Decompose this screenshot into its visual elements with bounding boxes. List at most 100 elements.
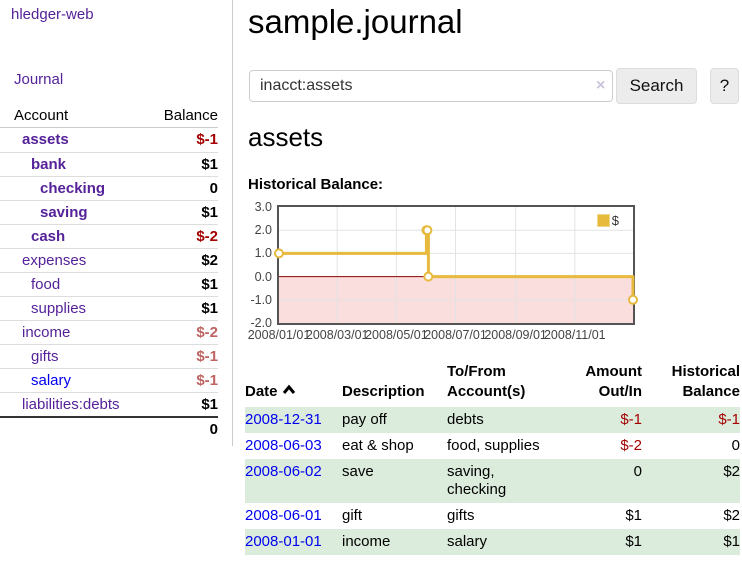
main-content: sample.journal × Search ? assets Histori… — [245, 0, 742, 582]
account-balance: $1 — [201, 300, 218, 317]
account-balance: $1 — [201, 204, 218, 221]
account-link-expenses[interactable]: expenses — [22, 252, 87, 269]
search-button[interactable]: Search — [616, 68, 697, 104]
account-link-gifts[interactable]: gifts — [31, 348, 59, 365]
account-heading: assets — [248, 122, 324, 152]
transaction-date-link[interactable]: 2008-06-01 — [245, 507, 322, 524]
account-link-cash[interactable]: cash — [31, 228, 66, 245]
account-balance: $-2 — [196, 228, 218, 245]
account-link-assets[interactable]: assets — [22, 131, 69, 148]
account-link-liabilities-debts[interactable]: liabilities:debts — [22, 396, 120, 413]
transaction-amount: $-1 — [620, 411, 642, 428]
account-balance-table: Account Balance assets $-1 bank $1 checking 0… — [0, 104, 218, 440]
account-table-body: assets $-1 bank $1 checking 0 saving $1 cash $-2 e… — [0, 128, 218, 416]
transaction-row: 2008-06-01 gift gifts $1 $2 — [245, 503, 740, 529]
account-total-value: 0 — [209, 421, 218, 438]
account-row: expenses $2 — [0, 248, 218, 272]
search-bar: × Search ? — [248, 68, 742, 104]
transaction-amount: $1 — [625, 533, 642, 550]
transaction-date-link[interactable]: 2008-01-01 — [245, 533, 322, 550]
register-table: Date Description To/From Account(s) Amount … — [245, 360, 740, 555]
chart-y-axis: 3.0 2.0 1.0 0.0 -1.0 -2.0 — [238, 200, 272, 330]
app-title-link[interactable]: hledger-web — [11, 6, 94, 23]
transaction-description: pay off — [342, 411, 387, 428]
account-link-checking[interactable]: checking — [40, 180, 106, 197]
x-tick-label: 2008/03/01 — [305, 328, 369, 342]
account-link-food[interactable]: food — [31, 276, 61, 293]
account-balance: $1 — [201, 156, 218, 173]
account-row: food $1 — [0, 272, 218, 296]
sidebar: hledger-web Journal Account Balance asse… — [0, 0, 233, 446]
chart-legend: $ — [596, 213, 619, 228]
sort-asc-icon — [282, 384, 295, 394]
chart-title: Historical Balance: — [248, 176, 384, 193]
account-row: cash $-2 — [0, 224, 218, 248]
transaction-amount: $1 — [625, 507, 642, 524]
register-column-header: Date — [245, 360, 342, 407]
y-tick-label: 1.0 — [254, 246, 272, 261]
register-column-header: Description — [342, 383, 425, 400]
account-balance: $-1 — [196, 348, 218, 365]
transaction-row: 2008-06-03 eat & shop food, supplies $-2 0 — [245, 433, 740, 459]
transaction-date-link[interactable]: 2008-06-03 — [245, 437, 322, 454]
account-balance: $-1 — [196, 131, 218, 148]
account-balance: $2 — [201, 252, 218, 269]
transaction-balance: 0 — [731, 437, 740, 454]
account-balance: $-1 — [196, 372, 218, 389]
account-row: income $-2 — [0, 320, 218, 344]
y-tick-label: 2.0 — [254, 223, 272, 238]
transaction-description: eat & shop — [342, 437, 414, 454]
account-balance: $1 — [201, 396, 218, 413]
legend-swatch-icon — [596, 214, 610, 227]
x-tick-label: 2008/11/01 — [543, 328, 606, 342]
clear-search-icon[interactable]: × — [596, 77, 606, 94]
transaction-amount: 0 — [633, 463, 642, 480]
y-tick-label: -2.0 — [250, 316, 272, 330]
account-balance: $-2 — [196, 324, 218, 341]
transaction-accounts: saving, checking — [447, 463, 507, 498]
account-link-saving[interactable]: saving — [40, 204, 88, 221]
account-row: saving $1 — [0, 200, 218, 224]
transaction-amount: $-2 — [620, 437, 642, 454]
transaction-description: income — [342, 533, 391, 550]
register-column-header: Historical Balance — [671, 363, 740, 400]
account-row: gifts $-1 — [0, 344, 218, 368]
account-balance: 0 — [209, 180, 218, 197]
transaction-balance: $2 — [723, 463, 740, 480]
register-column-header: Amount Out/In — [585, 363, 642, 400]
account-row: supplies $1 — [0, 296, 218, 320]
legend-label: $ — [611, 213, 619, 228]
account-row: liabilities:debts $1 — [0, 392, 218, 416]
account-row: bank $1 — [0, 152, 218, 176]
transaction-balance: $2 — [723, 507, 740, 524]
account-balance: $1 — [201, 276, 218, 293]
register-header: Date Description To/From Account(s) Amount … — [245, 360, 740, 407]
help-button[interactable]: ? — [710, 68, 739, 104]
account-row: checking 0 — [0, 176, 218, 200]
register-column-header: To/From Account(s) — [447, 363, 526, 400]
transaction-accounts: debts — [447, 411, 484, 428]
account-link-supplies[interactable]: supplies — [31, 300, 87, 317]
account-link-income[interactable]: income — [22, 324, 71, 341]
x-tick-label: 2008/09/01 — [484, 328, 547, 342]
transaction-balance: $-1 — [718, 411, 740, 428]
chart-x-axis: 2008/01/01 2008/03/01 2008/05/01 2008/07/01… — [248, 328, 633, 344]
transaction-description: save — [342, 463, 374, 480]
x-tick-label: 2008/05/01 — [365, 328, 428, 342]
account-link-salary[interactable]: salary — [31, 372, 72, 389]
transaction-balance: $1 — [723, 533, 740, 550]
transaction-row: 2008-12-31 pay off debts $-1 $-1 — [245, 407, 740, 433]
balance-chart-svg — [274, 207, 638, 323]
balance-chart: $ — [274, 205, 638, 325]
transaction-row: 2008-01-01 income salary $1 $1 — [245, 529, 740, 555]
transaction-row: 2008-06-02 save saving, checking 0 $2 — [245, 459, 740, 503]
search-input[interactable] — [249, 70, 613, 102]
transaction-accounts: food, supplies — [447, 437, 540, 454]
y-tick-label: 0.0 — [254, 269, 272, 284]
account-link-bank[interactable]: bank — [31, 156, 67, 173]
page-title: sample.journal — [248, 3, 463, 40]
account-total-row: 0 — [0, 416, 218, 440]
transaction-date-link[interactable]: 2008-06-02 — [245, 463, 322, 480]
transaction-date-link[interactable]: 2008-12-31 — [245, 411, 322, 428]
sidebar-item-journal[interactable]: Journal — [14, 71, 64, 88]
